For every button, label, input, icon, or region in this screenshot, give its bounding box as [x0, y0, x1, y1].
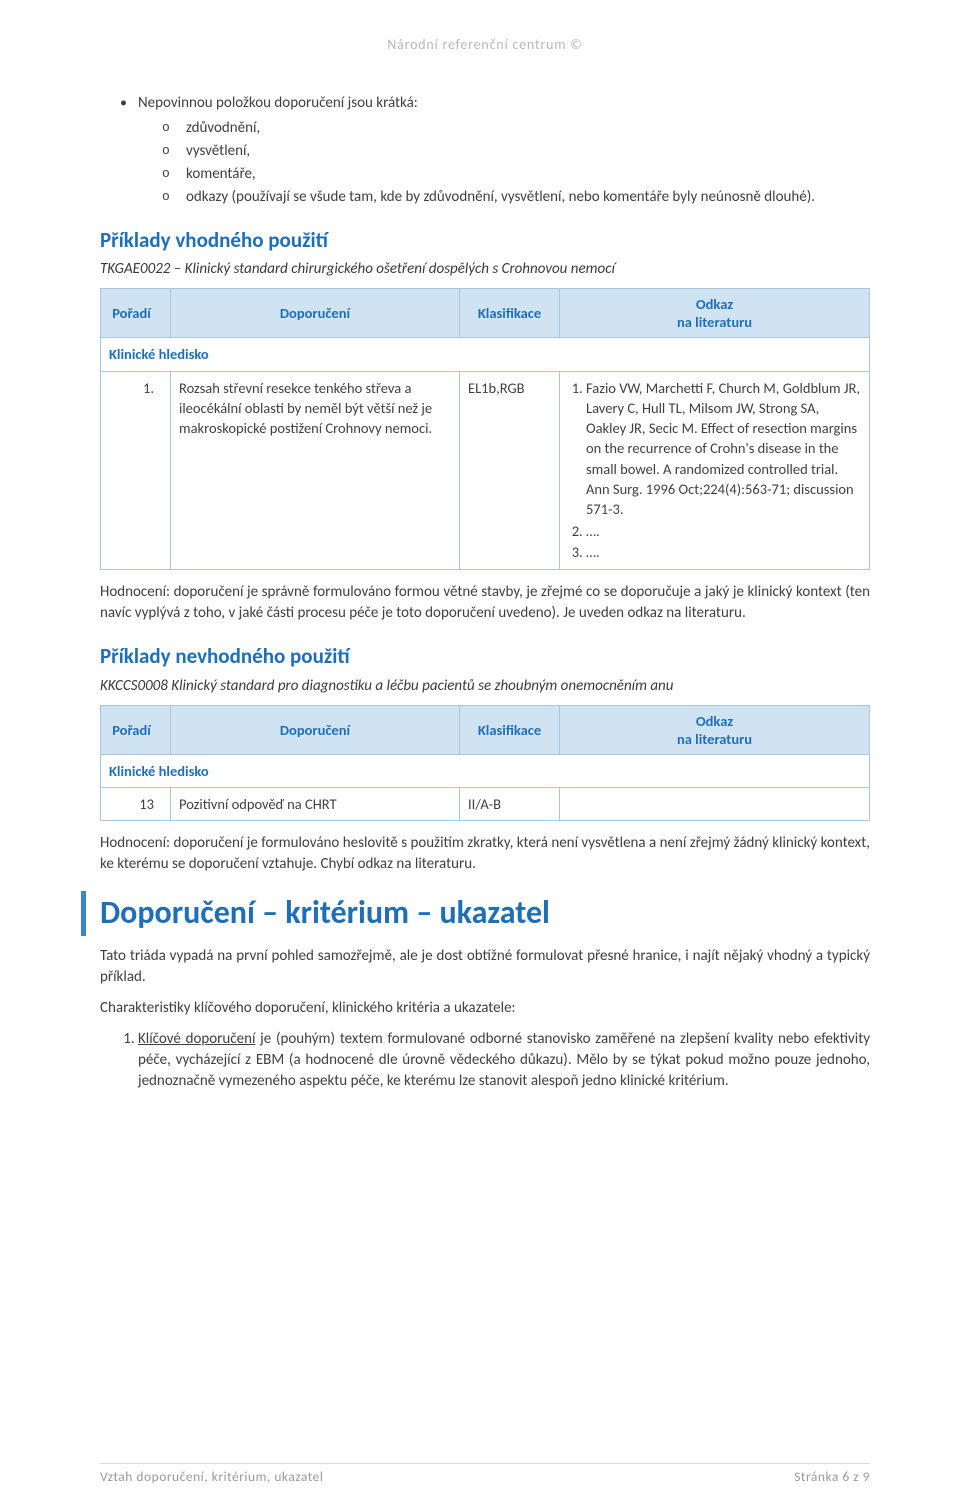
cell-doporuceni: Pozitivní odpověď na CHRT	[171, 788, 460, 821]
circle-icon: o	[162, 141, 186, 162]
cell-doporuceni: Rozsah střevní resekce tenkého střeva a …	[171, 371, 460, 570]
reference-item: ….	[586, 521, 861, 541]
page-footer: Vztah doporučení, kritérium, ukazatel St…	[100, 1463, 870, 1487]
section-label: Klinické hledisko	[101, 754, 870, 787]
circle-icon: o	[162, 187, 186, 208]
cell-klasifikace: EL1b,RGB	[460, 371, 560, 570]
table-header-row: Pořadí Doporučení Klasifikace Odkaz na l…	[101, 288, 870, 337]
good-evaluation-text: Hodnocení: doporučení je správně formulo…	[100, 582, 870, 624]
sub-item: komentáře,	[186, 164, 256, 185]
th-odkaz: Odkaz na literaturu	[560, 288, 870, 337]
triad-list: Klíčové doporučení je (pouhým) textem fo…	[138, 1029, 870, 1092]
bad-example-table: Pořadí Doporučení Klasifikace Odkaz na l…	[100, 705, 870, 822]
section-label: Klinické hledisko	[101, 338, 870, 371]
good-examples-heading: Příklady vhodného použití	[100, 226, 870, 255]
sub-item: odkazy (používají se všude tam, kde by z…	[186, 187, 815, 208]
triad-heading: Doporučení – kritérium – ukazatel	[81, 891, 870, 936]
th-poradi: Pořadí	[101, 705, 171, 754]
bad-evaluation-text: Hodnocení: doporučení je formulováno hes…	[100, 833, 870, 875]
page-header: Národní referenční centrum ©	[100, 35, 870, 55]
bad-examples-subtitle: KKCCS0008 Klinický standard pro diagnost…	[100, 676, 870, 697]
cell-odkaz: Fazio VW, Marchetti F, Church M, Goldblu…	[560, 371, 870, 570]
footer-left: Vztah doporučení, kritérium, ukazatel	[100, 1468, 323, 1487]
sub-item: vysvětlení,	[186, 141, 250, 162]
th-poradi: Pořadí	[101, 288, 171, 337]
footer-right: Stránka 6 z 9	[794, 1468, 870, 1487]
good-examples-subtitle: TKGAE0022 – Klinický standard chirurgick…	[100, 259, 870, 280]
circle-icon: o	[162, 118, 186, 139]
triad-p1: Tato triáda vypadá na první pohled samoz…	[100, 946, 870, 988]
th-klasifikace: Klasifikace	[460, 288, 560, 337]
cell-poradi: 13	[101, 788, 171, 821]
sub-item: zdůvodnění,	[186, 118, 260, 139]
circle-icon: o	[162, 164, 186, 185]
reference-item: Fazio VW, Marchetti F, Church M, Goldblu…	[586, 378, 861, 520]
triad-p2: Charakteristiky klíčového doporučení, kl…	[100, 998, 870, 1019]
table-row: 1. Rozsah střevní resekce tenkého střeva…	[101, 371, 870, 570]
bullet-lead-text: Nepovinnou položkou doporučení jsou krát…	[138, 93, 418, 114]
table-section-row: Klinické hledisko	[101, 754, 870, 787]
table-section-row: Klinické hledisko	[101, 338, 870, 371]
bullet-intro: • Nepovinnou položkou doporučení jsou kr…	[120, 93, 870, 208]
reference-item: ….	[586, 542, 861, 562]
cell-poradi: 1.	[101, 371, 171, 570]
triad-item: Klíčové doporučení je (pouhým) textem fo…	[138, 1029, 870, 1092]
th-doporuceni: Doporučení	[171, 705, 460, 754]
cell-odkaz	[560, 788, 870, 821]
bad-examples-heading: Příklady nevhodného použití	[100, 642, 870, 671]
triad-item-lead: Klíčové doporučení	[138, 1030, 255, 1048]
th-doporuceni: Doporučení	[171, 288, 460, 337]
reference-list: Fazio VW, Marchetti F, Church M, Goldblu…	[568, 378, 861, 563]
sub-bullet-list: ozdůvodnění, ovysvětlení, okomentáře, oo…	[162, 118, 870, 208]
good-example-table: Pořadí Doporučení Klasifikace Odkaz na l…	[100, 288, 870, 570]
cell-klasifikace: II/A-B	[460, 788, 560, 821]
th-klasifikace: Klasifikace	[460, 705, 560, 754]
bullet-icon: •	[120, 93, 138, 113]
th-odkaz: Odkaz na literaturu	[560, 705, 870, 754]
table-header-row: Pořadí Doporučení Klasifikace Odkaz na l…	[101, 705, 870, 754]
table-row: 13 Pozitivní odpověď na CHRT II/A-B	[101, 788, 870, 821]
